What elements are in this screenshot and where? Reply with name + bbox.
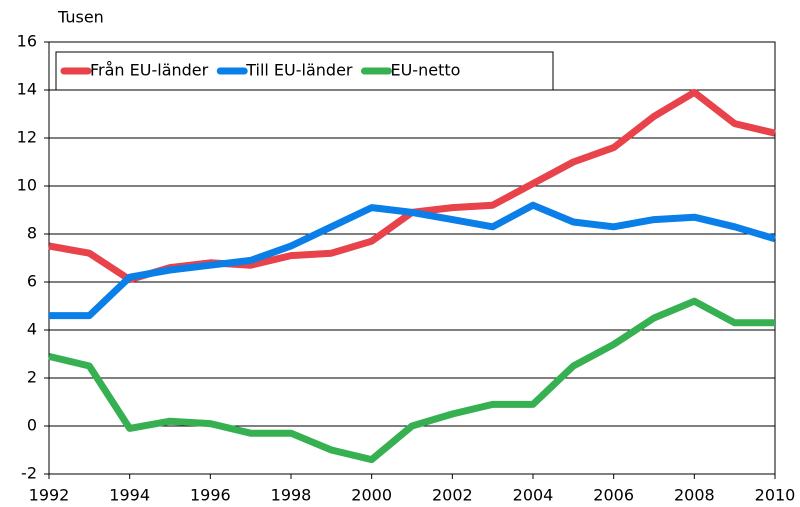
series-line — [48, 297, 775, 464]
y-tick-label: 8 — [27, 224, 37, 243]
x-tick-label: 2010 — [755, 486, 796, 505]
x-tick-label: 1992 — [29, 486, 70, 505]
x-tick-label: 2006 — [593, 486, 634, 505]
legend-label: EU-netto — [390, 61, 460, 80]
x-tick-label: 1998 — [271, 486, 312, 505]
y-tick-label: 0 — [27, 416, 37, 435]
x-tick-label: 2000 — [351, 486, 392, 505]
y-tick-label: 10 — [17, 176, 37, 195]
legend-label: Från EU-länder — [90, 61, 209, 80]
y-tick-label: 6 — [27, 272, 37, 291]
y-tick-label: 4 — [27, 320, 37, 339]
y-tick-label: 14 — [17, 80, 37, 99]
y-axis-label: Tusen — [57, 8, 104, 27]
legend-label: Till EU-länder — [245, 61, 353, 80]
x-tick-label: 2004 — [513, 486, 554, 505]
y-tick-label: 12 — [17, 128, 37, 147]
y-tick-label: 16 — [17, 32, 37, 51]
y-tick-label: -2 — [21, 464, 37, 483]
x-tick-label: 2008 — [674, 486, 715, 505]
series-line — [49, 201, 776, 320]
x-tick-label: 1994 — [109, 486, 150, 505]
x-tick-label: 1996 — [190, 486, 231, 505]
legend-box — [55, 51, 554, 91]
plot-frame — [48, 41, 776, 475]
x-tick-label: 2002 — [432, 486, 473, 505]
y-tick-label: 2 — [27, 368, 37, 387]
